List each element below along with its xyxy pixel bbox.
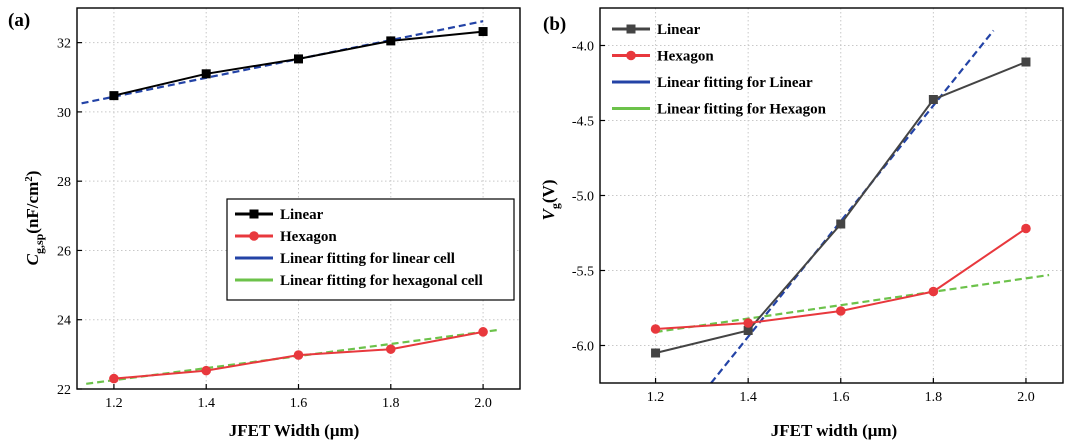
panel-a: (a) JFET Width (μm) Cg,sp(nF/cm2) 1.2 1.4… bbox=[8, 7, 521, 440]
panel-b-y-tick-label: -6.0 bbox=[572, 340, 594, 355]
panel-b-x-tick-label: 2.0 bbox=[1017, 390, 1035, 405]
panel-b-y-axis-unit: (V) bbox=[539, 180, 558, 204]
panel-a-legend-label-0: Linear bbox=[280, 207, 324, 223]
panel-b-y-tick-label: -5.0 bbox=[572, 190, 594, 205]
panel-b-series-0-point-3 bbox=[928, 95, 938, 104]
panel-a-legend-marker-1 bbox=[249, 231, 259, 241]
panel-a-y-axis-close: ) bbox=[23, 171, 42, 177]
panel-a-x-axis-title: JFET Width (μm) bbox=[229, 421, 360, 440]
panel-a-y-tick-label: 24 bbox=[57, 314, 71, 329]
panel-a-series-1-point-3 bbox=[385, 344, 396, 354]
panel-a-y-tick-label: 30 bbox=[57, 106, 71, 121]
panel-a-series bbox=[81, 20, 498, 385]
panel-b-legend-label-3: Linear fitting for Hexagon bbox=[657, 102, 827, 118]
panel-a-y-axis-subscript: g,sp bbox=[32, 233, 46, 254]
panel-a-label: (a) bbox=[8, 10, 30, 31]
panel-b-plot-frame bbox=[599, 7, 1064, 384]
panel-a-y-axis-unit: (nF/cm bbox=[23, 182, 42, 234]
panel-b-series-0-point-1 bbox=[743, 326, 753, 335]
panel-a-x-tick-label: 1.6 bbox=[290, 396, 308, 411]
panel-a-legend-marker-0 bbox=[249, 209, 259, 219]
panel-b-x-tick-label: 1.4 bbox=[739, 390, 757, 405]
panel-a-x-tick-label: 1.4 bbox=[197, 396, 215, 411]
panel-a-y-tick-label: 22 bbox=[57, 383, 71, 398]
panel-b-series bbox=[650, 29, 1050, 383]
panel-a-legend-label-1: Hexagon bbox=[280, 229, 337, 245]
panel-a-legend-label-3: Linear fitting for hexagonal cell bbox=[280, 273, 483, 289]
panel-a-series-0-point-4 bbox=[478, 27, 488, 37]
panel-a-ticks: 1.2 1.4 1.6 1.8 2.0 22 24 26 28 30 32 bbox=[57, 37, 492, 411]
panel-a-x-tick-label: 2.0 bbox=[474, 396, 492, 411]
panel-b-label: (b) bbox=[543, 14, 566, 35]
panel-b-x-tick-label: 1.2 bbox=[647, 390, 665, 405]
panel-b-y-tick-label: -5.5 bbox=[572, 265, 594, 280]
panel-b-legend-marker-1 bbox=[626, 50, 636, 61]
panel-a-legend-box bbox=[226, 198, 515, 301]
panel-b-legend-label-0: Linear bbox=[657, 22, 701, 38]
panel-a-y-tick-label: 32 bbox=[57, 37, 71, 52]
panel-b-series-0-point-2 bbox=[836, 219, 846, 229]
panel-b-series-line-3 bbox=[655, 273, 1050, 334]
panel-b-series-1-point-2 bbox=[835, 306, 846, 316]
panel-a-legend: Linear Hexagon Linear fitting for linear c… bbox=[226, 198, 515, 301]
panel-b-series-1-point-4 bbox=[1021, 223, 1031, 234]
panel-b-legend: Linear Hexagon Linear fitting for Linear Li… bbox=[612, 22, 827, 118]
panel-a-legend-label-2: Linear fitting for linear cell bbox=[280, 251, 455, 267]
panel-a-x-tick-label: 1.2 bbox=[105, 396, 123, 411]
panel-b-y-axis-subscript: g bbox=[548, 203, 562, 209]
panel-a-x-tick-label: 1.8 bbox=[382, 396, 400, 411]
panel-a-y-axis-title: Cg,sp(nF/cm2) bbox=[23, 171, 46, 266]
panel-b-y-tick-label: -4.5 bbox=[572, 115, 594, 130]
panel-a-series-1-point-2 bbox=[293, 350, 304, 360]
panel-b-series-1-point-1 bbox=[743, 318, 753, 328]
panel-a-series-0-point-2 bbox=[294, 54, 303, 64]
panel-b-ticks: 1.2 1.4 1.6 1.8 2.0 -6.0 -5.5 -5.0 -4.5 -4.0 bbox=[572, 40, 1035, 406]
panel-b-series-0-point-4 bbox=[1021, 57, 1031, 67]
panel-a-y-axis-superscript: 2 bbox=[23, 176, 35, 182]
panel-a-series-0-point-0 bbox=[109, 91, 119, 101]
panel-b-x-tick-label: 1.8 bbox=[925, 390, 943, 405]
panel-a-series-0-point-1 bbox=[201, 69, 211, 79]
panel-b-y-axis-symbol: V bbox=[539, 207, 558, 220]
panel-a-y-tick-label: 28 bbox=[57, 175, 71, 190]
panel-b-series-1-point-3 bbox=[928, 286, 939, 297]
panel-a-series-1-point-0 bbox=[109, 373, 119, 384]
panel-b-series-0-point-0 bbox=[651, 348, 661, 358]
panel-a-y-tick-label: 26 bbox=[57, 244, 71, 259]
panel-b-legend-label-1: Hexagon bbox=[657, 49, 714, 65]
panel-b-y-tick-label: -4.0 bbox=[572, 40, 594, 55]
panel-b-y-axis-title: Vg(V) bbox=[539, 180, 562, 221]
panel-a-series-1-point-1 bbox=[201, 365, 212, 376]
panel-b-series-line-2 bbox=[710, 29, 995, 383]
panel-b-legend-label-2: Linear fitting for Linear bbox=[657, 75, 813, 91]
panel-a-series-0-point-3 bbox=[386, 36, 396, 46]
panel-b-legend-marker-0 bbox=[626, 24, 636, 34]
panel-a-y-axis-symbol: C bbox=[23, 253, 42, 265]
panel-b-x-tick-label: 1.6 bbox=[832, 390, 850, 405]
panel-a-series-1-point-4 bbox=[478, 327, 488, 337]
panel-a-plot-frame bbox=[76, 7, 521, 390]
panel-b-series-1-point-0 bbox=[650, 324, 661, 334]
panel-b-x-axis-title: JFET width (μm) bbox=[771, 421, 897, 440]
panel-b: (b) JFET width (μm) Vg(V) 1.2 1.4 1.6 1.8 2.… bbox=[539, 7, 1064, 440]
